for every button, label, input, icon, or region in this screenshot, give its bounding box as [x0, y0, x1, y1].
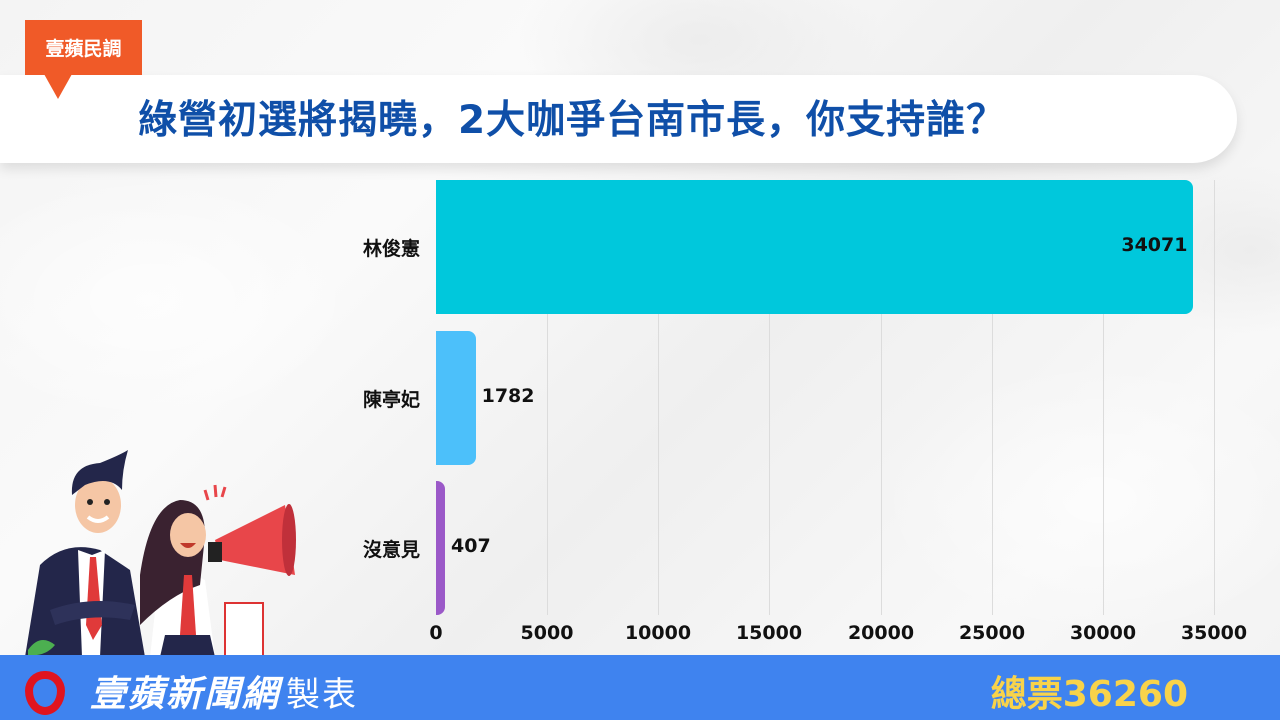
x-tick-label: 15000: [735, 622, 803, 644]
poll-tag-pointer: [44, 74, 72, 99]
x-tick-label: 30000: [1069, 622, 1137, 644]
category-label: 林俊憲: [362, 238, 420, 260]
brand-logo-icon: [25, 671, 65, 715]
x-tick-label: 10000: [624, 622, 692, 644]
x-tick-label: 25000: [958, 622, 1026, 644]
category-label: 陳亭妃: [362, 389, 420, 411]
value-label: 407: [451, 535, 491, 557]
category-label: 沒意見: [362, 539, 420, 561]
bar: [436, 180, 1194, 314]
bar: [436, 331, 476, 465]
brand-name: 壹蘋新聞網 製表: [90, 665, 358, 717]
brand-title: 壹蘋新聞網: [90, 674, 281, 715]
bar: [436, 481, 446, 615]
illustration-man-woman-megaphone-icon: [25, 450, 296, 657]
value-label: 1782: [481, 385, 535, 407]
x-tick-label: 5000: [520, 622, 574, 644]
x-tick-label: 0: [429, 622, 443, 644]
page-title: 綠營初選將揭曉，2大咖爭台南市長，你支持誰？: [138, 98, 1007, 143]
poll-tag: 壹蘋民調: [25, 20, 142, 75]
brand-suffix: 製表: [286, 675, 359, 715]
x-tick-label: 35000: [1180, 622, 1248, 644]
footer-bar: 壹蘋新聞網 製表 總票36260: [0, 655, 1280, 720]
total-votes: 總票36260: [990, 674, 1188, 715]
gridline: [1214, 180, 1215, 615]
value-label: 34071: [1121, 234, 1188, 256]
title-bar: 綠營初選將揭曉，2大咖爭台南市長，你支持誰？: [0, 75, 1237, 163]
x-tick-label: 20000: [847, 622, 915, 644]
